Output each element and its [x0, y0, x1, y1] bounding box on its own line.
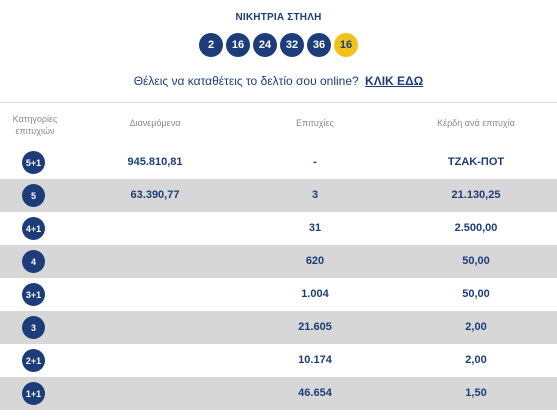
- prize-cell: 2.500,00: [454, 222, 498, 234]
- number-ball: 36: [307, 33, 331, 57]
- prize-cell: 50,00: [462, 288, 490, 300]
- results-table-header: Κατηγορίες επιτυχιών Διανεμόμενα Επιτυχί…: [0, 102, 557, 147]
- winners-cell: 10.174: [298, 354, 332, 366]
- distributed-cell: 63.390,77: [130, 189, 180, 201]
- table-row: 3+1 1.004 50,00: [0, 278, 557, 311]
- winners-cell: 21.605: [298, 321, 332, 333]
- winning-numbers: 2 16 24 32 36 16: [0, 33, 557, 57]
- number-ball: 32: [280, 33, 304, 57]
- winners-cell: 46.654: [298, 387, 332, 399]
- results-table-body: 5+1 945.810,81 - ΤΖΑΚ-ΠΟΤ 5 63.390,77 3 …: [0, 146, 557, 410]
- category-badge: 4: [22, 250, 45, 273]
- header-categories-line1: Κατηγορίες: [12, 114, 58, 124]
- category-badge: 5: [22, 184, 45, 207]
- header-winners: Επιτυχίες: [296, 118, 334, 128]
- table-row: 4+1 31 2.500,00: [0, 212, 557, 245]
- table-row: 2+1 10.174 2,00: [0, 344, 557, 377]
- winners-cell: 31: [308, 222, 322, 234]
- prize-cell: 1,50: [465, 387, 487, 399]
- prize-cell: 2,00: [465, 354, 487, 366]
- cta-text: Θέλεις να καταθέτεις το δελτίο σου onlin…: [133, 74, 359, 88]
- table-row: 4 620 50,00: [0, 245, 557, 278]
- category-badge: 2+1: [22, 349, 45, 372]
- winners-cell: 620: [305, 255, 325, 267]
- category-badge: 1+1: [22, 382, 45, 405]
- prize-cell: 2,00: [465, 321, 487, 333]
- header-categories: Κατηγορίες επιτυχιών: [0, 113, 70, 137]
- number-ball: 16: [226, 33, 250, 57]
- category-badge: 3: [22, 316, 45, 339]
- header-categories-line2: επιτυχιών: [15, 126, 55, 136]
- table-row: 3 21.605 2,00: [0, 311, 557, 344]
- winners-cell: 1.004: [301, 288, 329, 300]
- category-badge: 5+1: [22, 151, 45, 174]
- prize-cell: ΤΖΑΚ-ΠΟΤ: [447, 156, 505, 168]
- bonus-ball: 16: [334, 33, 358, 57]
- prize-cell: 50,00: [462, 255, 490, 267]
- header-prize: Κέρδη ανά επιτυχία: [437, 118, 515, 128]
- click-here-link[interactable]: ΚΛΙΚ ΕΔΩ: [365, 74, 424, 88]
- header-distributed: Διανεμόμενα: [129, 118, 181, 128]
- category-badge: 4+1: [22, 217, 45, 240]
- winners-cell: -: [313, 156, 317, 168]
- distributed-cell: 945.810,81: [127, 156, 183, 168]
- number-ball: 2: [199, 33, 223, 57]
- prize-cell: 21.130,25: [451, 189, 501, 201]
- table-row: 5 63.390,77 3 21.130,25: [0, 179, 557, 212]
- number-ball: 24: [253, 33, 277, 57]
- online-ticket-prompt: Θέλεις να καταθέτεις το δελτίο σου onlin…: [0, 74, 557, 88]
- category-badge: 3+1: [22, 283, 45, 306]
- winning-column-title: ΝΙΚΗΤΡΙΑ ΣΤΗΛΗ: [235, 12, 322, 23]
- winners-cell: 3: [311, 189, 319, 201]
- table-row: 5+1 945.810,81 - ΤΖΑΚ-ΠΟΤ: [0, 146, 557, 179]
- table-row: 1+1 46.654 1,50: [0, 377, 557, 410]
